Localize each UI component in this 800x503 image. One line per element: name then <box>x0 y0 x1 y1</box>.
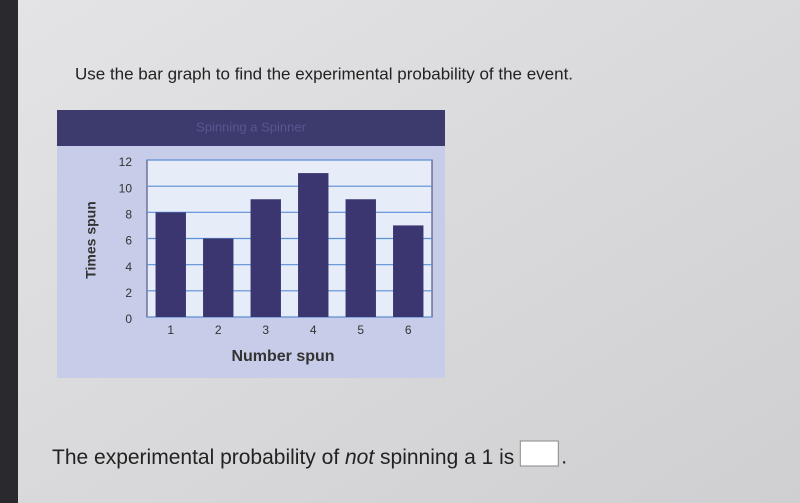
x-tick-label: 6 <box>405 323 412 337</box>
bar <box>393 225 424 317</box>
bar <box>250 199 281 317</box>
question-text: spinning a 1 is <box>374 446 514 469</box>
x-tick-label: 4 <box>310 323 317 337</box>
prompt: Use the bar graph to find the experiment… <box>75 64 573 83</box>
question-text: The experimental probability of <box>52 446 345 469</box>
x-tick-label: 2 <box>215 323 222 337</box>
screen-edge <box>0 0 18 503</box>
y-tick-label: 2 <box>125 286 132 300</box>
x-tick-label: 1 <box>167 323 174 337</box>
x-tick-label: 3 <box>262 323 269 337</box>
chart-header <box>57 110 445 146</box>
y-tick-label: 12 <box>119 155 133 169</box>
bar <box>155 212 186 317</box>
chart-title: Spinning a Spinner <box>196 119 307 134</box>
bar <box>203 238 234 317</box>
answer-box[interactable] <box>519 440 559 467</box>
question-emphasis: not <box>345 446 375 469</box>
bar <box>345 199 376 317</box>
x-axis-label: Number spun <box>231 348 334 365</box>
y-tick-label: 6 <box>125 234 132 248</box>
y-axis-label: Times spun <box>83 201 99 279</box>
y-tick-label: 10 <box>119 181 133 195</box>
question-end: . <box>561 446 567 469</box>
y-tick-label: 8 <box>125 208 132 222</box>
bar <box>298 173 329 317</box>
question: The experimental probability of not spin… <box>52 446 514 469</box>
y-tick-label: 4 <box>125 260 132 274</box>
x-tick-label: 5 <box>357 323 364 337</box>
y-tick-label: 0 <box>125 312 132 326</box>
